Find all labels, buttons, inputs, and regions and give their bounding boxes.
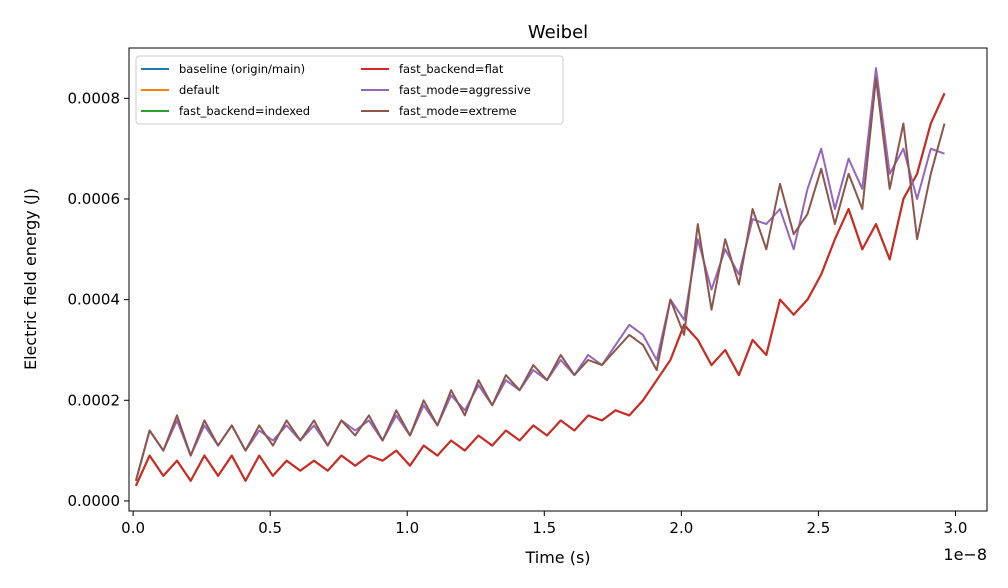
legend-label: baseline (origin/main) (179, 62, 305, 76)
y-axis-label: Electric field energy (J) (21, 188, 40, 370)
plot-frame (128, 47, 988, 512)
x-tick-label: 2.5 (806, 519, 830, 537)
x-tick-label: 1.0 (395, 519, 419, 537)
x-tick-label: 1.5 (532, 519, 556, 537)
x-tick-label: 0.0 (121, 519, 145, 537)
legend-label: fast_backend=flat (399, 62, 504, 76)
y-tick-label: 0.0000 (68, 492, 121, 510)
y-tick-label: 0.0004 (68, 291, 121, 309)
legend-label: fast_mode=aggressive (399, 83, 531, 97)
x-axis-label: Time (s) (524, 548, 590, 567)
legend: baseline (origin/main) default fast_backen… (135, 55, 564, 125)
legend-label: fast_backend=indexed (179, 104, 310, 118)
series-line-fast-backend-flat (134, 92, 946, 487)
legend-box (135, 55, 564, 125)
y-tick-label: 0.0006 (68, 190, 121, 208)
y-axis: 0.0000 0.0002 0.0004 0.0006 0.0008 (68, 89, 129, 510)
x-axis: 0.0 0.5 1.0 1.5 2.0 2.5 3.0 (121, 511, 967, 537)
y-tick-label: 0.0008 (68, 89, 121, 107)
x-tick-label: 0.5 (258, 519, 282, 537)
y-tick-label: 0.0002 (68, 391, 121, 409)
series-line-fast-mode-extreme (134, 77, 946, 482)
series-line-fast-mode-aggressive (134, 67, 945, 482)
legend-label: fast_mode=extreme (399, 104, 517, 118)
series-layer (134, 67, 946, 487)
legend-label: default (179, 83, 220, 97)
chart-title: Weibel (528, 22, 588, 43)
x-tick-label: 3.0 (944, 519, 968, 537)
x-offset-label: 1e−8 (943, 545, 987, 564)
x-tick-label: 2.0 (669, 519, 693, 537)
